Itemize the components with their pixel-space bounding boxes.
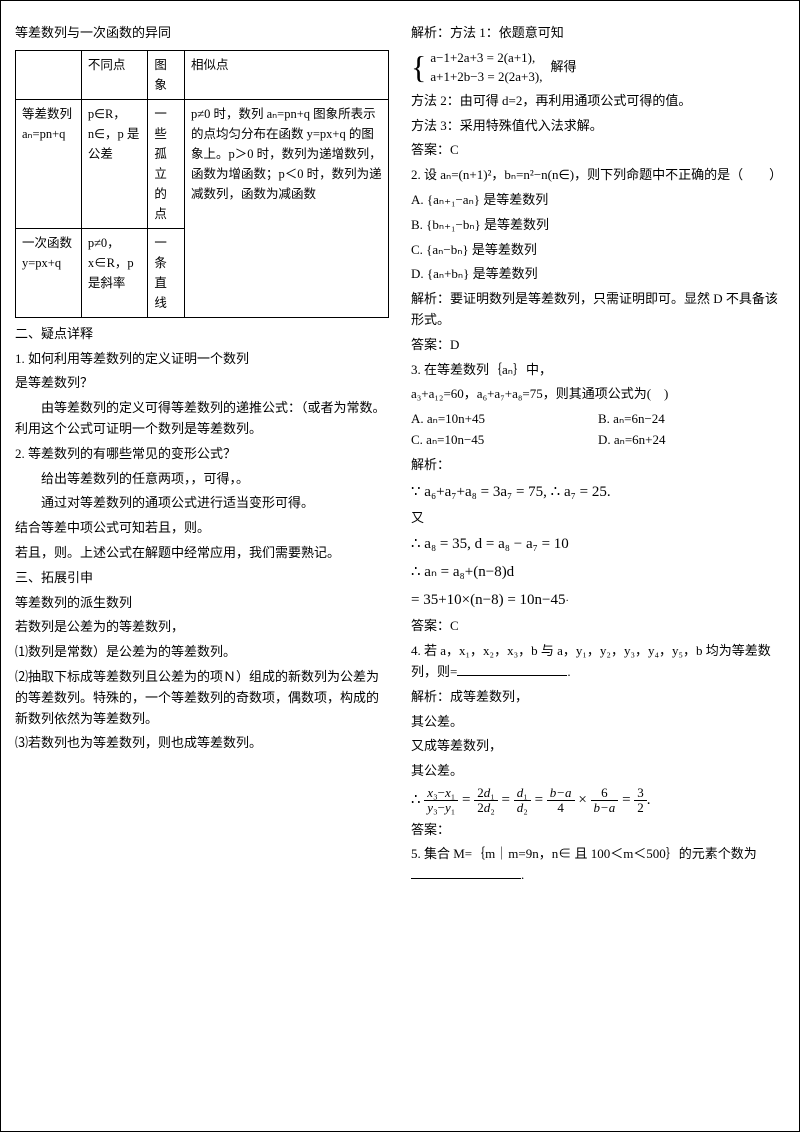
- s3-a: 等差数列的派生数列: [15, 593, 389, 614]
- s3-c: ⑴数列是常数）是公差为的等差数列。: [15, 642, 389, 663]
- q2-stem: 2. 设 aₙ=(n+1)²，bₙ=n²−n(n∈)，则下列命题中不正确的是（ …: [411, 165, 785, 186]
- th-blank: [16, 50, 82, 99]
- section3-title: 三、拓展引申: [15, 568, 389, 589]
- eq3e: = 35+10×(n−8) = 10n−45·: [411, 588, 785, 612]
- q3-stem2: a₃+a₁₂=60，a₆+a₇+a₈=75，则其通项公式为( ): [411, 384, 785, 405]
- q2-opt-d: D. {aₙ+bₙ} 是等差数列: [411, 264, 785, 285]
- answer2: 答案：D: [411, 335, 785, 356]
- q4-c: 其公差。: [411, 761, 785, 782]
- q1-answer: 由等差数列的定义可得等差数列的递推公式：（或者为常数。利用这个公式可证明一个数列…: [15, 398, 389, 440]
- eq4-fraction: ∴ x₃−x₁y₃−y₁ = 2d₁2d₂ = d₁d₂ = b−a4 × 6b…: [411, 786, 785, 816]
- eq3d: ∴ aₙ = a₈+(n−8)d: [411, 560, 785, 584]
- s3-e: ⑶若数列也为等差数列，则也成等差数列。: [15, 733, 389, 754]
- q2-title: 2. 等差数列的有哪些常见的变形公式？: [15, 444, 389, 465]
- th-diff: 不同点: [81, 50, 148, 99]
- q3-opt-c: C. aₙ=10n−45: [411, 430, 598, 451]
- q3-opt-b: B. aₙ=6n−24: [598, 409, 785, 430]
- row2-graph: 一条直线: [148, 228, 185, 317]
- q4-a: 其公差。: [411, 712, 785, 733]
- answer1: 答案：C: [411, 140, 785, 161]
- eq3a: ∵ a₆+a₇+a₈ = 3a₇ = 75, ∴ a₇ = 25.: [411, 480, 785, 504]
- row1-graph: 一些孤立的点: [148, 99, 185, 228]
- q2-b: 通过对等差数列的通项公式进行适当变形可得。: [15, 493, 389, 514]
- eq3c: ∴ a₈ = 35, d = a₈ − a₇ = 10: [411, 532, 785, 556]
- q3-explain-label: 解析：: [411, 455, 785, 476]
- q4-explain: 解析：成等差数列，: [411, 687, 785, 708]
- s3-d: ⑵抽取下标成等差数列且公差为的项Ｎ）组成的新数列为公差为的等差数列。特殊的，一个…: [15, 667, 389, 729]
- q2-d: 若且，则。上述公式在解题中经常应用，我们需要熟记。: [15, 543, 389, 564]
- answer4: 答案：: [411, 820, 785, 841]
- q3-options: A. aₙ=10n+45 B. aₙ=6n−24 C. aₙ=10n−45 D.…: [411, 409, 785, 451]
- eq1b: a+1+2b−3 = 2(2a+3),: [430, 67, 542, 87]
- rows-similar: p≠0 时，数列 aₙ=pn+q 图象所表示的点均匀分布在函数 y=px+q 的…: [185, 99, 389, 317]
- r-analysis1: 解析：方法 1：依题意可知: [411, 23, 785, 44]
- q2-c: 结合等差中项公式可知若且，则。: [15, 518, 389, 539]
- q1-line2: 是等差数列？: [15, 373, 389, 394]
- brace-icon: {: [411, 53, 426, 82]
- s3-b: 若数列是公差为的等差数列，: [15, 617, 389, 638]
- eq3b: 又: [411, 508, 785, 529]
- q2-opt-c: C. {aₙ−bₙ} 是等差数列: [411, 240, 785, 261]
- q4-stem: 4. 若 a，x₁，x₂，x₃，b 与 a，y₁，y₂，y₃，y₄，y₅，b 均…: [411, 641, 785, 683]
- row2-diff: p≠0，x∈R，p 是斜率: [81, 228, 148, 317]
- section2-title: 二、疑点详释: [15, 324, 389, 345]
- th-similar: 相似点: [185, 50, 389, 99]
- method3: 方法 3：采用特殊值代入法求解。: [411, 116, 785, 137]
- method2: 方法 2：由可得 d=2，再利用通项公式可得的值。: [411, 91, 785, 112]
- eq1a: a−1+2a+3 = 2(a+1),: [430, 48, 542, 68]
- row1-name: 等差数列 aₙ=pn+q: [16, 99, 82, 228]
- q3-stem1: 3. 在等差数列｛aₙ｝中，: [411, 360, 785, 381]
- row2-name: 一次函数 y=px+q: [16, 228, 82, 317]
- q3-opt-a: A. aₙ=10n+45: [411, 409, 598, 430]
- q3-opt-d: D. aₙ=6n+24: [598, 430, 785, 451]
- q1-line1: 1. 如何利用等差数列的定义证明一个数列: [15, 349, 389, 370]
- q5-stem: 5. 集合 M=｛m｜m=9n，n∈ 且 100＜m＜500｝的元素个数为.: [411, 844, 785, 886]
- row1-diff: p∈R，n∈，p 是公差: [81, 99, 148, 228]
- eq1-tail: 解得: [550, 57, 576, 78]
- system-equations: { a−1+2a+3 = 2(a+1), a+1+2b−3 = 2(2a+3),…: [411, 48, 785, 87]
- q2-a: 给出等差数列的任意两项，，可得，。: [15, 469, 389, 490]
- answer3: 答案：C: [411, 616, 785, 637]
- q4-b: 又成等差数列，: [411, 736, 785, 757]
- q2-explain: 解析：要证明数列是等差数列，只需证明即可。显然 D 不具备该形式。: [411, 289, 785, 331]
- q2-opt-a: A. {aₙ₊₁−aₙ} 是等差数列: [411, 190, 785, 211]
- q2-opt-b: B. {bₙ₊₁−bₙ} 是等差数列: [411, 215, 785, 236]
- th-graph: 图象: [148, 50, 185, 99]
- left-title: 等差数列与一次函数的异同: [15, 23, 389, 44]
- comparison-table: 不同点 图象 相似点 等差数列 aₙ=pn+q p∈R，n∈，p 是公差 一些孤…: [15, 50, 389, 318]
